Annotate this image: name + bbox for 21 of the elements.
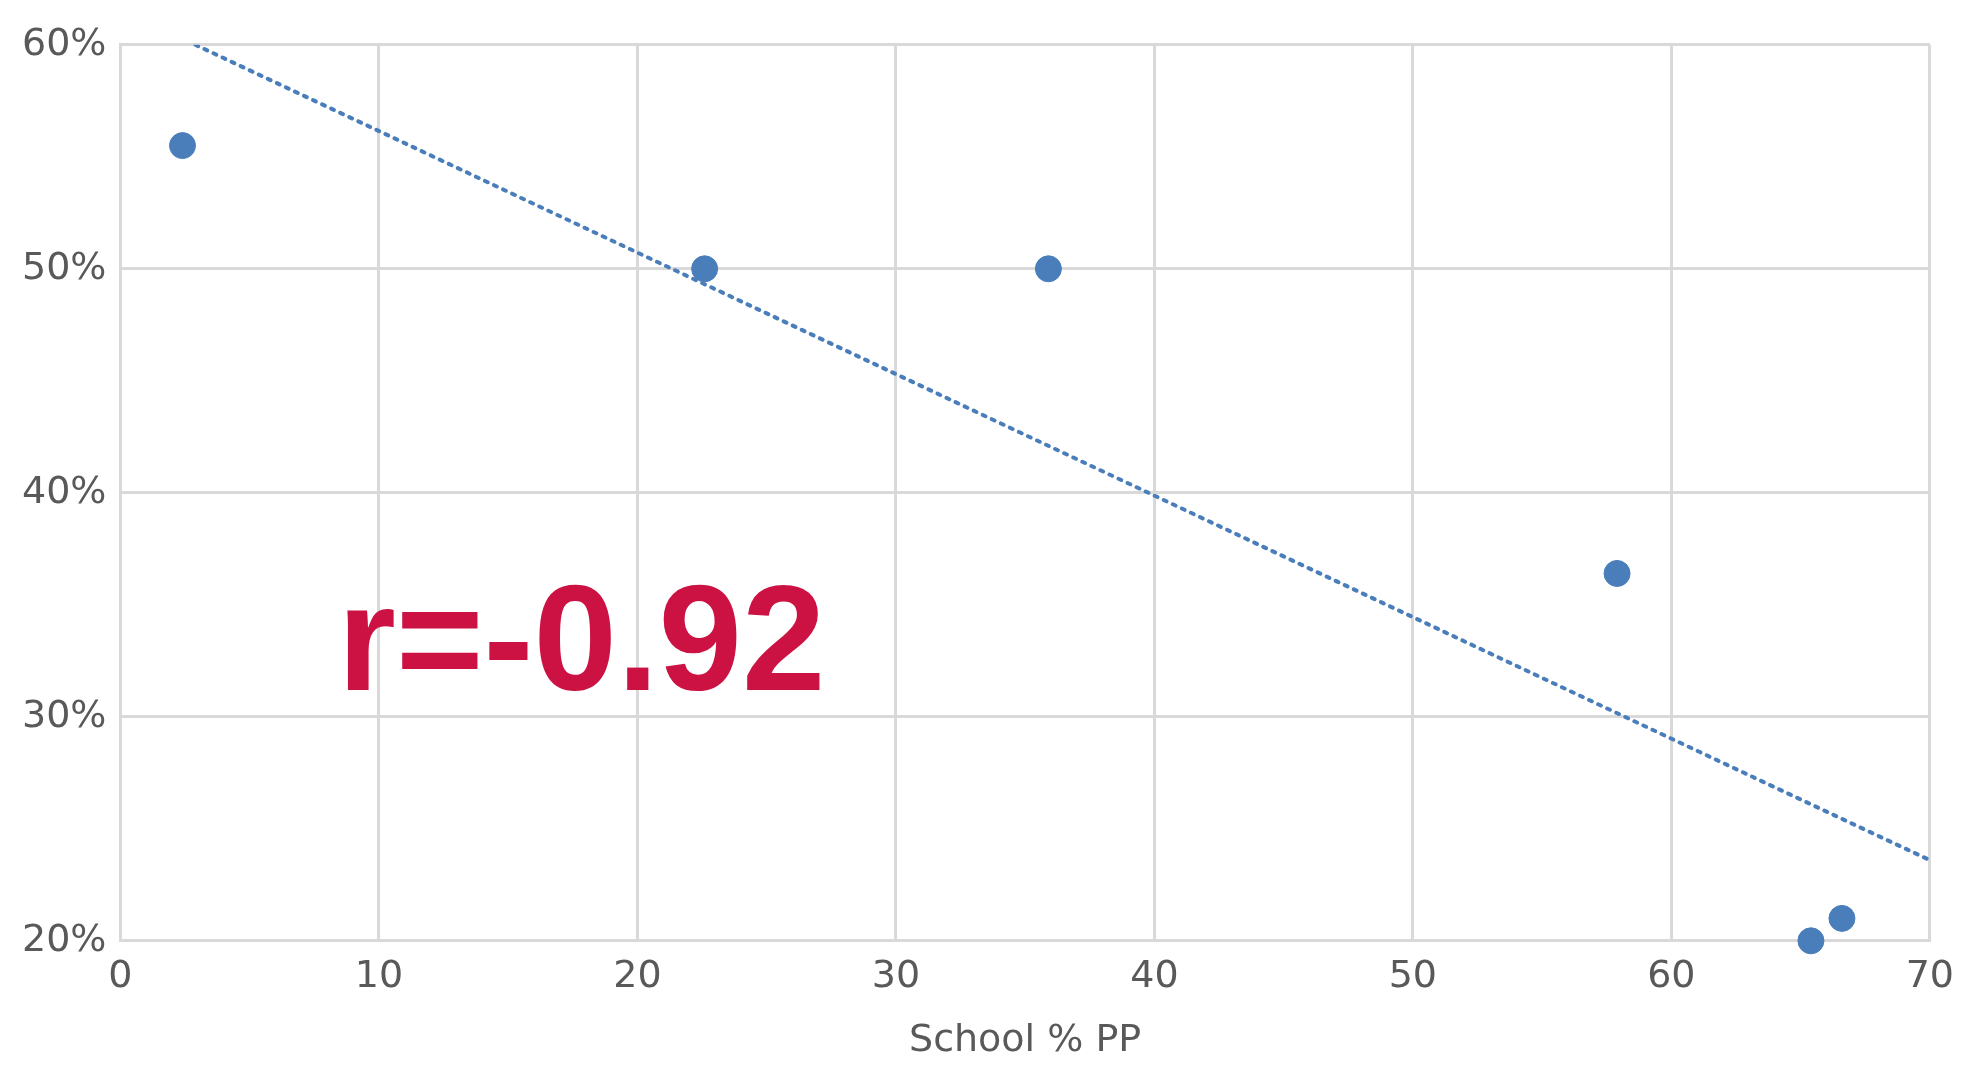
x-axis-title: School % PP	[909, 1016, 1142, 1061]
x-tick-label: 50	[1388, 952, 1438, 997]
x-tick-label: 30	[871, 952, 921, 997]
y-tick-label: 50%	[21, 243, 107, 288]
x-tick-label: 10	[354, 952, 404, 997]
y-tick-label: 20%	[21, 915, 107, 960]
x-tick-label: 0	[108, 952, 133, 997]
x-tick-label: 60	[1647, 952, 1696, 997]
x-tick-label: 20	[613, 952, 662, 997]
y-tick-label: 30%	[21, 691, 107, 736]
point	[1034, 255, 1062, 283]
point	[169, 132, 196, 160]
y-tick-label: 40%	[21, 467, 107, 512]
y-tick-label: 60%	[21, 19, 107, 64]
point	[691, 255, 719, 283]
point	[1603, 559, 1631, 587]
annotation: r=-0.92	[337, 553, 826, 722]
x-tick-label: 70	[1905, 952, 1954, 997]
point	[1797, 927, 1825, 955]
point	[1828, 904, 1856, 932]
x-tick-label: 40	[1130, 952, 1179, 997]
